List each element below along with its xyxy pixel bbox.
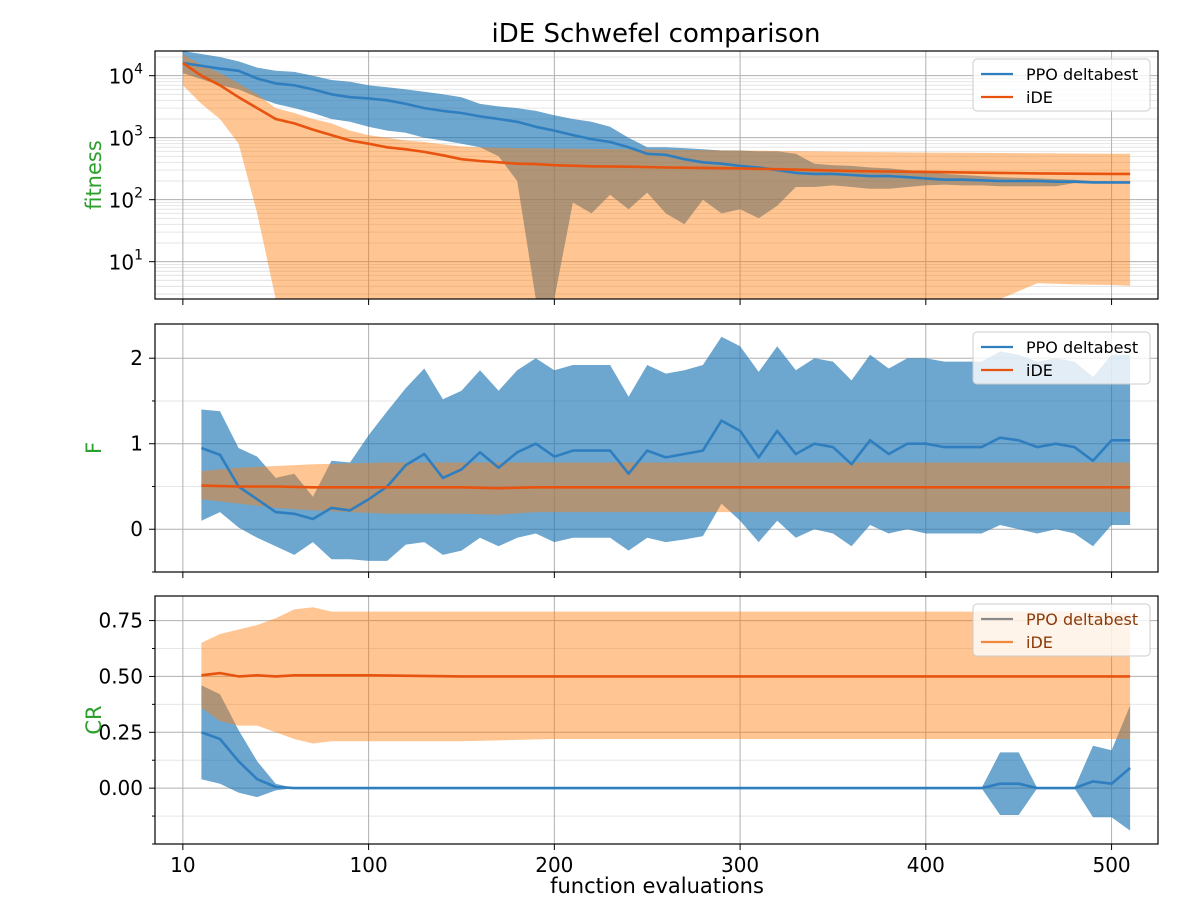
axes-frame [154, 50, 1159, 300]
ppo-mean-line [182, 61, 1131, 184]
y-axis-label: fitness [82, 140, 106, 210]
y-axis-label: CR [82, 705, 106, 734]
x-tick-label: 300 [721, 853, 759, 877]
legend-box [972, 331, 1151, 385]
cr-panel: 0.00 0.25 0.50 0.75 10 100 200 300 400 500 CR PPO d… [82, 595, 1159, 877]
legend-label: PPO deltabest [1026, 338, 1138, 357]
figure-title: iDE Schwefel comparison [492, 19, 821, 49]
x-tick-label: 500 [1092, 853, 1130, 877]
y-axis-label: F [82, 442, 106, 454]
legend-box [972, 58, 1151, 112]
legend: PPO deltabest iDE [972, 603, 1151, 657]
y-tick-label: 0.25 [98, 720, 143, 744]
y-tick-label: 1 [130, 432, 143, 456]
ppo-mean-line [200, 731, 1131, 790]
legend: PPO deltabest iDE [972, 58, 1151, 112]
legend-label: iDE [1026, 633, 1053, 652]
y-tick-label: 0 [130, 517, 143, 541]
x-tick-label: 10 [170, 853, 195, 877]
ppo-mean-line [200, 419, 1131, 521]
y-tick-label: 104 [109, 62, 143, 89]
legend-label: PPO deltabest [1026, 610, 1138, 629]
ide-mean-line [182, 61, 1131, 176]
ide-band [182, 54, 1131, 299]
ppo-band [182, 51, 1131, 299]
x-tick-label: 200 [535, 853, 573, 877]
fitness-panel: 101 102 103 104 fitness PPO deltabest iDE [82, 50, 1159, 305]
x-tick-label: 400 [907, 853, 945, 877]
legend-label: PPO deltabest [1026, 65, 1138, 84]
ide-band [201, 462, 1131, 515]
legend: PPO deltabest iDE [972, 331, 1151, 385]
legend-label: iDE [1026, 361, 1053, 380]
legend-box [972, 603, 1151, 657]
ide-mean-line [201, 671, 1131, 678]
y-tick-label: 0.50 [98, 664, 143, 688]
x-tick-label: 100 [350, 853, 388, 877]
y-tick-label: 103 [109, 124, 143, 151]
y-tick-label: 0.00 [98, 776, 143, 800]
ide-mean-line [201, 484, 1131, 490]
f-panel: 0 1 2 F PPO deltabest iDE [82, 323, 1159, 578]
x-axis-label: function evaluations [550, 874, 764, 898]
ppo-band [201, 336, 1131, 561]
axes-frame [154, 323, 1159, 573]
y-tick-label: 101 [109, 248, 143, 275]
y-tick-label: 102 [109, 186, 143, 213]
y-tick-label: 2 [130, 346, 143, 370]
legend-label: iDE [1026, 88, 1053, 107]
y-tick-label: 0.75 [98, 609, 143, 633]
axes-frame [154, 595, 1159, 845]
